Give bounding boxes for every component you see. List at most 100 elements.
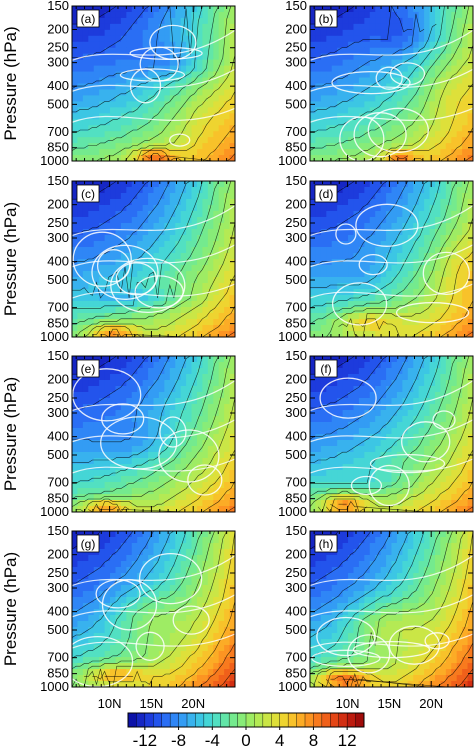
field-cell	[424, 155, 431, 161]
field-cell	[93, 271, 100, 278]
field-cell	[110, 53, 117, 61]
field-cell	[310, 11, 317, 19]
field-cell	[88, 137, 95, 144]
field-cell	[413, 253, 420, 260]
field-cell	[99, 380, 106, 387]
field-cell	[196, 23, 203, 31]
field-cell	[380, 113, 387, 120]
field-cell	[153, 107, 160, 114]
overlay-contour	[129, 46, 203, 60]
field-cell	[310, 53, 317, 61]
field-cell	[120, 107, 127, 114]
field-cell	[72, 41, 79, 49]
field-cell	[148, 29, 155, 37]
field-cell	[175, 247, 182, 254]
field-cell	[175, 398, 182, 405]
field-cell	[153, 155, 160, 161]
field-cell	[320, 217, 327, 224]
field-cell	[326, 211, 333, 218]
field-cell	[180, 271, 187, 278]
field-cell	[348, 11, 355, 19]
field-cell	[375, 289, 382, 296]
field-cell	[104, 446, 111, 453]
field-cell	[467, 422, 473, 429]
field-cell	[434, 59, 441, 67]
field-cell	[213, 113, 220, 120]
field-cell	[224, 11, 231, 19]
field-cell	[375, 247, 382, 254]
field-cell	[402, 241, 409, 248]
field-cell	[153, 331, 160, 337]
field-cell	[326, 446, 333, 453]
field-cell	[320, 125, 327, 132]
field-cell	[180, 470, 187, 477]
field-cell	[358, 440, 365, 447]
field-cell	[82, 71, 89, 79]
field-cell	[456, 77, 463, 85]
y-tick-label: 700	[47, 124, 69, 139]
field-cell	[348, 362, 355, 369]
field-cell	[386, 283, 393, 290]
field-cell	[364, 11, 371, 19]
field-cell	[224, 199, 231, 206]
field-cell	[224, 319, 231, 326]
field-cell	[424, 71, 431, 79]
field-cell	[175, 205, 182, 212]
field-cell	[213, 89, 220, 97]
field-cell	[391, 181, 398, 188]
field-cell	[191, 187, 198, 194]
field-cell	[164, 440, 171, 447]
field-cell	[396, 77, 403, 85]
field-cell	[456, 362, 463, 369]
field-cell	[180, 143, 187, 150]
field-cell	[213, 229, 220, 236]
field-cell	[391, 410, 398, 417]
field-cell	[337, 83, 344, 91]
field-cell	[434, 193, 441, 200]
field-cell	[77, 500, 84, 507]
field-cell	[310, 422, 317, 429]
field-cell	[358, 101, 365, 108]
field-cell	[451, 95, 458, 102]
field-cell	[407, 125, 414, 132]
field-cell	[320, 35, 327, 43]
field-cell	[451, 313, 458, 320]
field-cell	[180, 428, 187, 435]
field-cell	[353, 119, 360, 126]
field-cell	[337, 11, 344, 19]
field-cell	[142, 410, 149, 417]
field-cell	[456, 125, 463, 132]
field-cell	[88, 482, 95, 489]
field-cell	[413, 398, 420, 405]
field-cell	[358, 404, 365, 411]
field-cell	[207, 386, 214, 393]
field-cell	[445, 211, 452, 218]
field-cell	[77, 107, 84, 114]
field-cell	[169, 374, 176, 381]
field-cell	[342, 301, 349, 308]
field-cell	[424, 422, 431, 429]
field-cell	[456, 265, 463, 272]
field-cell	[348, 470, 355, 477]
field-cell	[424, 362, 431, 369]
field-cell	[402, 187, 409, 194]
field-cell	[445, 331, 452, 337]
field-cell	[462, 319, 469, 326]
field-cell	[175, 187, 182, 194]
field-cell	[337, 59, 344, 67]
field-cell	[337, 259, 344, 266]
field-cell	[213, 125, 220, 132]
field-cell	[342, 17, 349, 25]
field-cell	[229, 325, 235, 332]
field-cell	[213, 404, 220, 411]
field-cell	[440, 265, 447, 272]
field-cell	[196, 119, 203, 126]
field-cell	[429, 149, 436, 156]
field-cell	[110, 416, 117, 423]
field-cell	[456, 181, 463, 188]
field-cell	[434, 295, 441, 302]
field-cell	[315, 229, 322, 236]
field-cell	[451, 331, 458, 337]
field-cell	[196, 95, 203, 102]
field-cell	[320, 434, 327, 441]
